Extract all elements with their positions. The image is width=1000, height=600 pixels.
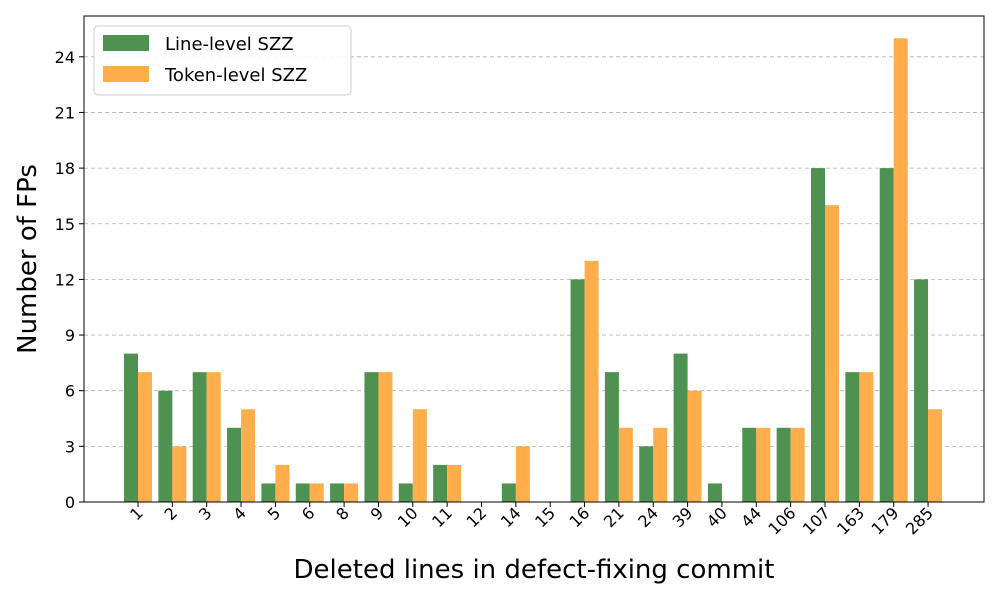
legend-swatch-token-level — [103, 66, 149, 82]
bar-token-level-2 — [172, 446, 187, 502]
bar-line-level-5 — [261, 483, 276, 502]
bar-line-level-107 — [811, 168, 825, 502]
x-tick-label: 16 — [566, 503, 594, 531]
y-tick-label: 18 — [55, 159, 75, 178]
y-tick-label: 9 — [65, 326, 75, 345]
legend-swatch-line-level — [103, 35, 149, 51]
x-tick-label: 1 — [126, 503, 147, 524]
bars — [124, 38, 943, 502]
x-axis-title: Deleted lines in defect-fixing commit — [294, 555, 775, 585]
x-tick-label: 3 — [195, 503, 216, 524]
bar-line-level-16 — [570, 279, 585, 502]
bar-token-level-163 — [859, 372, 874, 502]
y-tick-label: 15 — [55, 215, 75, 234]
y-tick-label: 0 — [65, 493, 75, 512]
bar-line-level-24 — [639, 446, 654, 502]
y-tick-label: 6 — [65, 382, 75, 401]
x-tick-label: 4 — [229, 503, 250, 524]
x-tick-label: 11 — [428, 503, 456, 531]
x-tick-label: 14 — [497, 503, 525, 531]
x-tick-label: 8 — [332, 503, 353, 524]
bar-line-level-3 — [192, 372, 207, 502]
bar-line-level-4 — [227, 427, 242, 502]
x-tick-label: 40 — [703, 503, 731, 531]
x-tick-label: 2 — [161, 503, 182, 524]
legend: Line-level SZZ Token-level SZZ — [93, 25, 352, 96]
bar-token-level-6 — [309, 483, 324, 502]
bar-line-level-21 — [604, 372, 619, 502]
bar-line-level-40 — [707, 483, 722, 502]
x-tick-label: 285 — [902, 503, 937, 538]
x-tick-label: 5 — [264, 503, 285, 524]
x-tick-label: 106 — [764, 503, 799, 538]
bar-line-level-285 — [914, 279, 929, 502]
bar-line-level-106 — [776, 427, 791, 502]
bar-line-level-6 — [295, 483, 310, 502]
legend-label-line-level: Line-level SZZ — [165, 34, 294, 55]
bar-line-level-9 — [364, 372, 379, 502]
x-tick-label: 15 — [531, 503, 559, 531]
bar-line-level-44 — [742, 427, 757, 502]
bar-line-level-2 — [158, 390, 173, 502]
bar-token-level-11 — [447, 464, 462, 502]
x-tick-label: 6 — [298, 503, 319, 524]
y-axis-title: Number of FPs — [13, 164, 43, 354]
y-tick-label: 24 — [55, 48, 75, 67]
x-tick-label: 163 — [833, 503, 868, 538]
bar-token-level-3 — [206, 372, 221, 502]
bar-token-level-5 — [275, 464, 290, 502]
x-tick-label: 44 — [737, 503, 765, 531]
plot-frame — [83, 15, 985, 503]
legend-box — [93, 25, 352, 96]
bar-token-level-4 — [241, 409, 256, 502]
bar-token-level-21 — [618, 427, 633, 502]
bar-token-level-39 — [687, 390, 702, 502]
bar-line-level-179 — [879, 168, 894, 502]
x-tick-label: 107 — [799, 503, 834, 538]
bar-line-level-1 — [124, 353, 138, 502]
legend-label-token-level: Token-level SZZ — [164, 65, 307, 86]
bar-token-level-24 — [653, 427, 668, 502]
bar-token-level-8 — [344, 483, 359, 502]
x-tick-label: 12 — [462, 503, 490, 531]
bar-line-level-39 — [673, 353, 688, 502]
gridlines — [84, 56, 984, 447]
bar-token-level-9 — [378, 372, 393, 502]
bar-line-level-8 — [330, 483, 345, 502]
x-tick-label: 9 — [367, 503, 388, 524]
x-tick-label: 21 — [600, 503, 628, 531]
bar-line-level-11 — [433, 464, 448, 502]
x-tick-label: 179 — [867, 503, 902, 538]
bar-token-level-285 — [928, 409, 943, 502]
bar-token-level-10 — [412, 409, 427, 502]
x-axis: 1 2 3 4 5 6 8 9 10 11 12 14 15 16 21 24 39 40 44 106 107 163 1… — [126, 502, 937, 538]
x-tick-label: 24 — [634, 503, 662, 531]
bar-token-level-106 — [790, 427, 805, 502]
bar-token-level-44 — [756, 427, 771, 502]
bar-token-level-14 — [515, 446, 530, 502]
x-tick-label: 39 — [669, 503, 697, 531]
bar-line-level-10 — [398, 483, 413, 502]
bar-token-level-179 — [893, 38, 908, 502]
bar-line-level-163 — [845, 372, 860, 502]
x-tick-label: 10 — [394, 503, 422, 531]
y-tick-label: 3 — [65, 437, 75, 456]
y-tick-label: 12 — [55, 270, 75, 289]
bar-token-level-1 — [138, 372, 152, 502]
bar-token-level-16 — [584, 260, 599, 502]
bar-token-level-107 — [825, 205, 839, 502]
y-tick-label: 21 — [55, 103, 75, 122]
y-axis: 0 3 6 9 12 15 18 21 24 — [55, 48, 84, 512]
bar-line-level-14 — [501, 483, 516, 502]
